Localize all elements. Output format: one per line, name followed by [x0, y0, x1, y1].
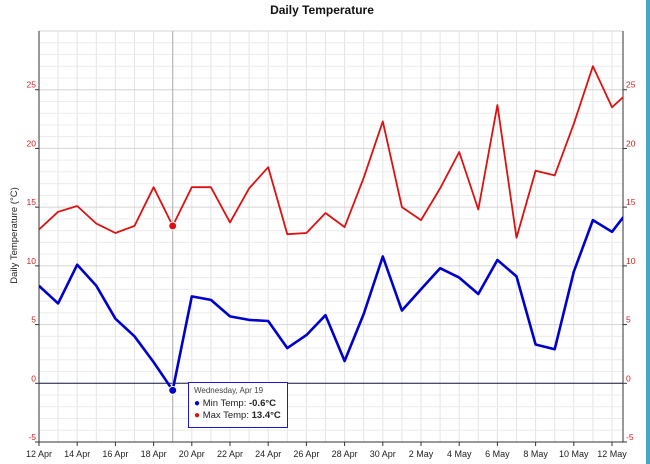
series-line-min-temp	[39, 215, 623, 392]
x-tick-label: 12 May	[597, 449, 627, 459]
y-tick-label-left: 5	[31, 315, 36, 325]
y-tick-label-right: 5	[626, 315, 631, 325]
y-tick-label-left: -5	[28, 432, 36, 442]
y-tick-label-right: 20	[626, 138, 636, 148]
tooltip-min-label: Min Temp:	[202, 398, 249, 409]
y-tick-label-right: 15	[626, 197, 636, 207]
x-tick-label: 4 May	[447, 449, 472, 459]
plot-area	[39, 31, 623, 442]
x-tick-label: 22 Apr	[217, 449, 243, 459]
x-tick-label: 28 Apr	[332, 449, 358, 459]
x-tick-label: 12 Apr	[26, 449, 52, 459]
chart-title: Daily Temperature	[270, 3, 374, 17]
x-tick-label: 18 Apr	[141, 449, 167, 459]
x-tick-label: 8 May	[523, 449, 548, 459]
y-tick-label-left: 20	[27, 138, 37, 148]
y-tick-label-right: 0	[626, 373, 631, 383]
x-tick-label: 16 Apr	[102, 449, 128, 459]
window-edge	[646, 0, 650, 464]
x-tick-label: 26 Apr	[293, 449, 319, 459]
y-tick-label-left: 10	[27, 256, 37, 266]
tooltip-max-dot-icon: ●	[194, 410, 201, 421]
tooltip-max-row: ● Max Temp: 13.4°C	[194, 410, 282, 422]
tooltip-max-label: Max Temp:	[202, 410, 252, 421]
x-tick-label: 6 May	[485, 449, 510, 459]
tooltip-min-row: ● Min Temp: -0.6°C	[194, 398, 282, 410]
tooltip-min-dot-icon: ●	[194, 398, 201, 409]
x-tick-label: 14 Apr	[64, 449, 90, 459]
x-tick-label: 30 Apr	[370, 449, 396, 459]
x-tick-label: 10 May	[559, 449, 589, 459]
hover-marker-min-temp	[168, 385, 178, 395]
tooltip-min-value: -0.6°C	[248, 398, 277, 409]
y-tick-label-right: 25	[626, 80, 636, 90]
hover-tooltip: Wednesday, Apr 19 ● Min Temp: -0.6°C ● M…	[188, 382, 288, 428]
y-tick-label-left: 25	[27, 80, 37, 90]
y-tick-label-left: 0	[31, 373, 36, 383]
hover-marker-max-temp	[168, 221, 178, 231]
tooltip-max-value: 13.4°C	[251, 410, 281, 421]
y-axis-label: Daily Temperature (°C)	[9, 187, 20, 284]
y-tick-label-right: 10	[626, 256, 636, 266]
y-tick-label-right: -5	[626, 432, 634, 442]
x-tick-label: 20 Apr	[179, 449, 205, 459]
y-tick-label-left: 15	[27, 197, 37, 207]
tooltip-date: Wednesday, Apr 19	[194, 386, 264, 395]
x-tick-label: 24 Apr	[255, 449, 281, 459]
x-tick-label: 2 May	[409, 449, 434, 459]
series-line-max-temp	[39, 65, 623, 239]
